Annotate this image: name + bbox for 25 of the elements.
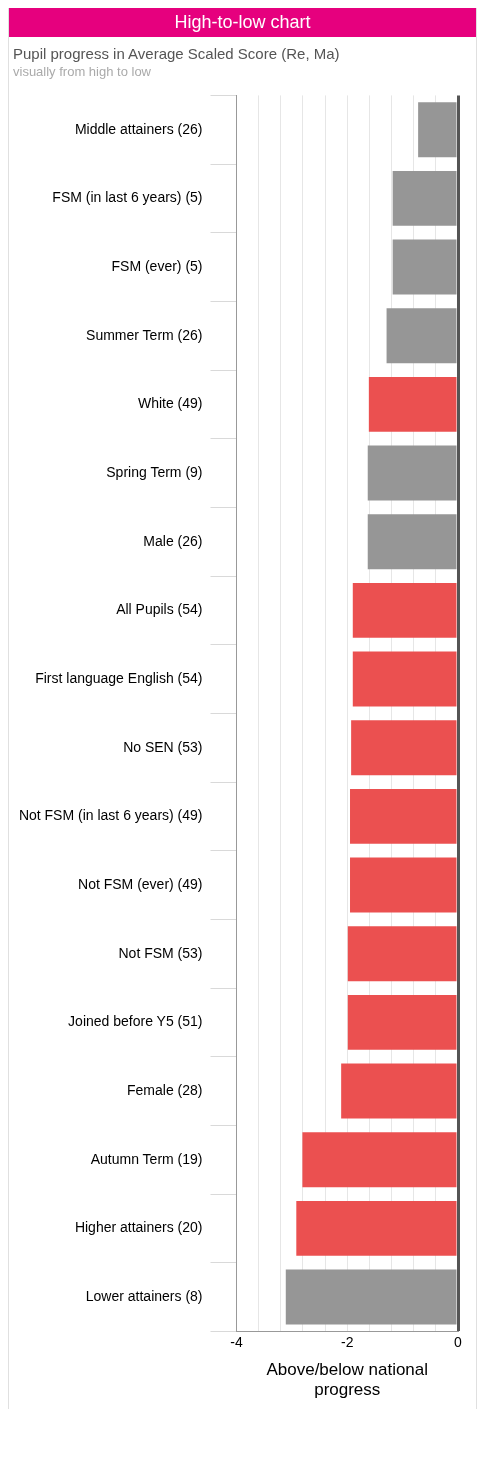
x-tick-label: -2 [341,1333,354,1350]
text: visually from high to low [12,63,152,79]
y-tick-label: FSM (in last 6 years) (5) [52,189,203,206]
y-tick-label: Not FSM (in last 6 years) (49) [18,807,203,824]
y-tick-label: Summer Term (26) [86,326,203,343]
y-tick-label: First language English (54) [35,669,203,686]
y-tick-label: No SEN (53) [123,738,203,755]
y-tick-label: All Pupils (54) [116,601,203,618]
y-tick-label: Male (26) [143,532,203,549]
y-tick-label: Middle attainers (26) [74,120,203,137]
y-tick-label: Not FSM (53) [118,944,203,961]
y-tick-label: Joined before Y5 (51) [68,1013,203,1030]
x-axis-title: Above/below national progress [266,1360,429,1400]
chart-subtitle: Pupil progress in Average Scaled Score (Re, Ma) [12,44,341,62]
y-tick-label: White (49) [137,395,203,412]
y-tick-label: Lower attainers (8) [85,1287,203,1304]
chart-title: High-to-low chart [9,8,476,37]
x-tick-label: 0 [454,1333,463,1350]
y-tick-label: Not FSM (ever) (49) [78,875,203,892]
y-tick-label: Autumn Term (19) [90,1150,203,1167]
y-tick-label: FSM (ever) (5) [111,257,203,274]
y-tick-label: Spring Term (9) [106,463,203,480]
y-tick-label: Higher attainers (20) [74,1219,203,1236]
y-tick-label: Female (28) [127,1081,203,1098]
x-tick-label: -4 [230,1333,243,1350]
